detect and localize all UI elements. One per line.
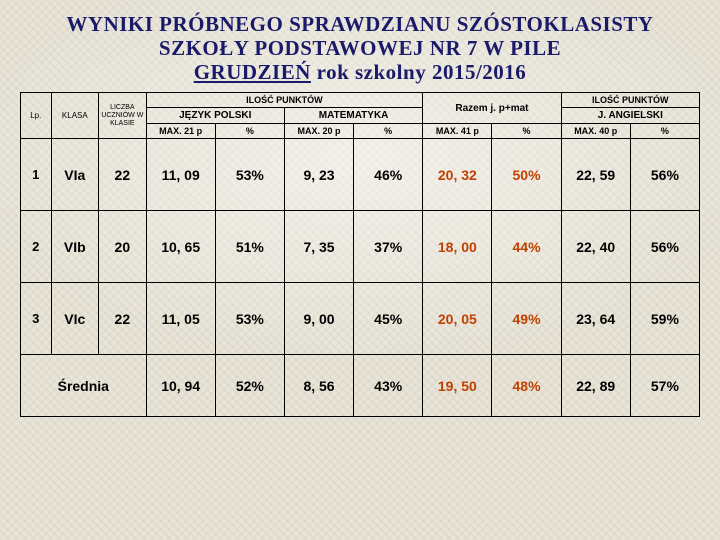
cell-r-v: 18, 00: [423, 211, 492, 283]
cell-lp: 1: [21, 139, 52, 211]
header-row-1: Lp. KLASA LICZBA UCZNIÓW W KLASIE ILOŚĆ …: [21, 93, 700, 108]
cell-jp-v: 10, 94: [146, 355, 215, 417]
cell-r-p: 48%: [492, 355, 561, 417]
hdr-max40: MAX. 40 p: [561, 124, 630, 139]
cell-jp-p: 53%: [215, 283, 284, 355]
cell-r-p: 49%: [492, 283, 561, 355]
page-title: WYNIKI PRÓBNEGO SPRAWDZIANU SZÓSTOKLASIS…: [20, 12, 700, 84]
hdr-max20: MAX. 20 p: [284, 124, 353, 139]
cell-a-p: 57%: [630, 355, 699, 417]
cell-a-v: 22, 89: [561, 355, 630, 417]
hdr-pct-4: %: [630, 124, 699, 139]
cell-r-v: 19, 50: [423, 355, 492, 417]
cell-avg-label: Średnia: [21, 355, 147, 417]
cell-jp-v: 10, 65: [146, 211, 215, 283]
cell-liczba: 20: [99, 211, 147, 283]
cell-a-v: 22, 59: [561, 139, 630, 211]
cell-jp-p: 52%: [215, 355, 284, 417]
hdr-ilosc-1: ILOŚĆ PUNKTÓW: [146, 93, 423, 108]
cell-r-v: 20, 32: [423, 139, 492, 211]
cell-a-v: 22, 40: [561, 211, 630, 283]
cell-jp-p: 51%: [215, 211, 284, 283]
title-underline: GRUDZIEŃ: [194, 60, 311, 84]
cell-m-v: 9, 23: [284, 139, 353, 211]
hdr-pct-1: %: [215, 124, 284, 139]
cell-m-v: 8, 56: [284, 355, 353, 417]
cell-m-v: 7, 35: [284, 211, 353, 283]
cell-klasa: VIa: [51, 139, 99, 211]
cell-r-p: 50%: [492, 139, 561, 211]
hdr-max21: MAX. 21 p: [146, 124, 215, 139]
cell-jp-p: 53%: [215, 139, 284, 211]
hdr-jpol: JĘZYK POLSKI: [146, 108, 284, 124]
table-row-average: Średnia 10, 94 52% 8, 56 43% 19, 50 48% …: [21, 355, 700, 417]
hdr-pct-2: %: [354, 124, 423, 139]
hdr-pct-3: %: [492, 124, 561, 139]
hdr-jang: J. ANGIELSKI: [561, 108, 699, 124]
results-table: Lp. KLASA LICZBA UCZNIÓW W KLASIE ILOŚĆ …: [20, 92, 700, 417]
cell-klasa: VIb: [51, 211, 99, 283]
cell-a-p: 56%: [630, 139, 699, 211]
col-liczba: LICZBA UCZNIÓW W KLASIE: [99, 93, 147, 139]
hdr-ilosc-2: ILOŚĆ PUNKTÓW: [561, 93, 699, 108]
cell-m-p: 46%: [354, 139, 423, 211]
hdr-mat: MATEMATYKA: [284, 108, 422, 124]
cell-m-p: 43%: [354, 355, 423, 417]
title-line-1: WYNIKI PRÓBNEGO SPRAWDZIANU SZÓSTOKLASIS…: [20, 12, 700, 36]
title-line-3: GRUDZIEŃ rok szkolny 2015/2016: [20, 60, 700, 84]
col-lp: Lp.: [21, 93, 52, 139]
cell-a-p: 56%: [630, 211, 699, 283]
cell-r-p: 44%: [492, 211, 561, 283]
cell-a-v: 23, 64: [561, 283, 630, 355]
table-row: 1 VIa 22 11, 09 53% 9, 23 46% 20, 32 50%…: [21, 139, 700, 211]
cell-a-p: 59%: [630, 283, 699, 355]
hdr-razem: Razem j. p+mat: [423, 93, 561, 124]
cell-liczba: 22: [99, 139, 147, 211]
cell-jp-v: 11, 09: [146, 139, 215, 211]
title-line-2: SZKOŁY PODSTAWOWEJ NR 7 W PILE: [20, 36, 700, 60]
table-row: 2 VIb 20 10, 65 51% 7, 35 37% 18, 00 44%…: [21, 211, 700, 283]
cell-r-v: 20, 05: [423, 283, 492, 355]
cell-liczba: 22: [99, 283, 147, 355]
table-row: 3 VIc 22 11, 05 53% 9, 00 45% 20, 05 49%…: [21, 283, 700, 355]
title-rest: rok szkolny 2015/2016: [311, 60, 526, 84]
cell-lp: 3: [21, 283, 52, 355]
cell-m-p: 45%: [354, 283, 423, 355]
cell-m-p: 37%: [354, 211, 423, 283]
cell-lp: 2: [21, 211, 52, 283]
col-klasa: KLASA: [51, 93, 99, 139]
cell-m-v: 9, 00: [284, 283, 353, 355]
cell-jp-v: 11, 05: [146, 283, 215, 355]
hdr-max41: MAX. 41 p: [423, 124, 492, 139]
cell-klasa: VIc: [51, 283, 99, 355]
